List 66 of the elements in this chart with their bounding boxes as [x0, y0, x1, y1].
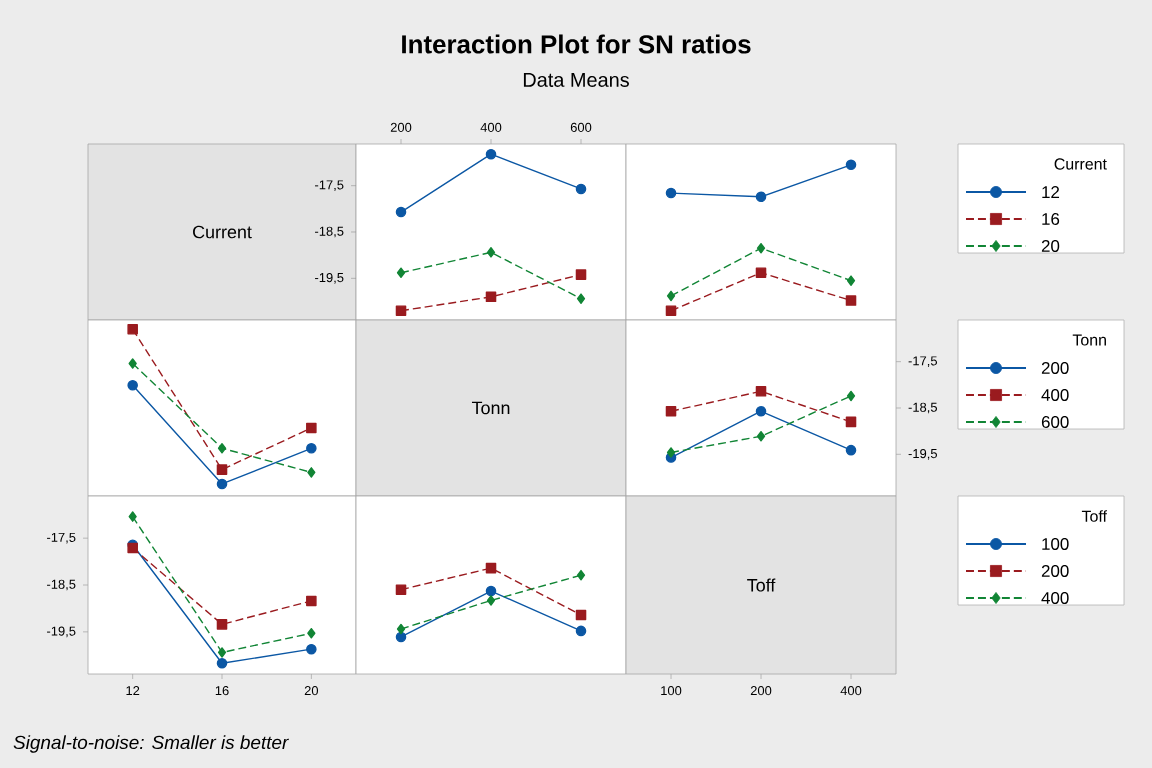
- point: [216, 464, 228, 475]
- point: [575, 269, 587, 280]
- point: [575, 625, 587, 637]
- point: [665, 305, 677, 317]
- point: [127, 323, 138, 335]
- point: [756, 242, 766, 254]
- point: [486, 247, 496, 258]
- point: [845, 159, 857, 171]
- point: [395, 206, 407, 218]
- text: Data Means: [523, 73, 629, 87]
- point: [395, 631, 407, 643]
- text: Signal-to-noise: Smaller is better: [13, 735, 289, 753]
- point: [307, 467, 316, 478]
- point: [306, 443, 317, 454]
- point: [755, 386, 767, 397]
- point: [486, 595, 496, 606]
- legend-label: 12: [1042, 186, 1060, 198]
- text: Interaction Plot for SN ratios: [402, 34, 751, 54]
- point: [217, 647, 227, 658]
- text: Tonn: [471, 401, 510, 415]
- legend-label: 400: [1041, 389, 1069, 401]
- point: [755, 191, 767, 203]
- point: [576, 569, 586, 581]
- legend-label: 400: [1041, 592, 1069, 604]
- legend-label: 100: [1042, 538, 1069, 550]
- point: [575, 183, 587, 195]
- point: [306, 422, 317, 434]
- point: [666, 447, 676, 458]
- point: [845, 295, 857, 306]
- point: [127, 380, 138, 391]
- legend-label: 200: [1041, 362, 1069, 374]
- point: [216, 657, 228, 669]
- point: [575, 609, 587, 621]
- point: [845, 416, 857, 428]
- point: [846, 275, 856, 286]
- point: [396, 267, 406, 279]
- point: [756, 430, 766, 442]
- point: [216, 478, 228, 490]
- point: [128, 358, 137, 369]
- point: [307, 627, 316, 639]
- point: [395, 584, 407, 595]
- text: Toff: [747, 578, 776, 592]
- legend-label: 200: [1041, 565, 1069, 577]
- point: [755, 405, 767, 417]
- point: [306, 595, 317, 607]
- point: [846, 390, 856, 402]
- point: [396, 623, 406, 635]
- point: [216, 619, 228, 630]
- point: [576, 293, 586, 304]
- point: [128, 511, 137, 522]
- point: [395, 305, 407, 317]
- point: [755, 267, 767, 279]
- point: [485, 562, 497, 574]
- point: [666, 290, 676, 302]
- point: [665, 187, 677, 199]
- point: [485, 585, 497, 597]
- point: [306, 643, 317, 655]
- point: [485, 148, 497, 160]
- legend-label: 16: [1042, 213, 1060, 225]
- point: [665, 405, 677, 417]
- text: Current: [193, 225, 252, 239]
- legend-label: 20: [1041, 240, 1060, 252]
- legend-label: 600: [1041, 416, 1069, 428]
- point: [845, 444, 857, 456]
- point: [485, 291, 497, 303]
- point: [217, 443, 227, 454]
